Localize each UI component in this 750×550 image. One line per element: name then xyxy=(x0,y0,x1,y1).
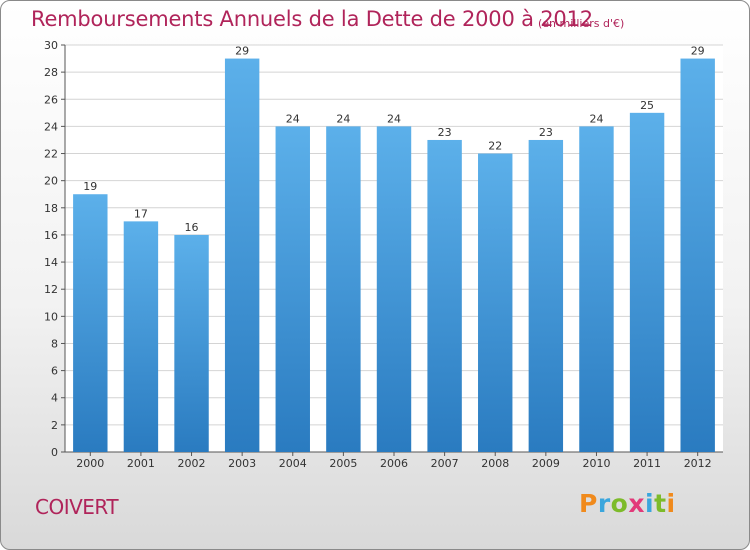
bar-value-label: 22 xyxy=(488,140,502,153)
bar-value-label: 23 xyxy=(438,126,452,139)
x-tick-label: 2012 xyxy=(684,457,712,470)
bar xyxy=(680,58,715,453)
logo-letter: x xyxy=(628,489,645,518)
bar-value-label: 29 xyxy=(691,45,705,58)
chart-subtitle: (en milliers d'€) xyxy=(538,17,625,30)
x-tick-label: 2010 xyxy=(582,457,610,470)
bar-value-label: 24 xyxy=(387,112,401,125)
bar-value-label: 24 xyxy=(336,112,350,125)
bar xyxy=(123,221,159,452)
y-tick-label: 2 xyxy=(51,419,58,432)
logo-letter: P xyxy=(579,489,598,518)
bar xyxy=(579,126,614,453)
y-tick-label: 0 xyxy=(51,446,58,459)
x-tick-label: 2006 xyxy=(380,457,408,470)
logo-letter: o xyxy=(610,489,629,518)
proxiti-logo: Proxiti xyxy=(579,489,676,518)
bar-value-label: 19 xyxy=(83,180,97,193)
bar xyxy=(275,126,310,453)
bar xyxy=(528,139,564,452)
y-tick-label: 22 xyxy=(44,148,58,161)
logo-letter: t xyxy=(654,489,667,518)
bar-value-label: 25 xyxy=(640,99,654,112)
bar xyxy=(376,126,412,453)
bar-value-label: 24 xyxy=(286,112,300,125)
y-tick-label: 10 xyxy=(44,310,58,323)
y-tick-label: 18 xyxy=(44,202,58,215)
bar xyxy=(224,58,260,453)
bar xyxy=(427,139,462,452)
y-tick-label: 6 xyxy=(51,365,58,378)
logo-letter: i xyxy=(645,489,655,518)
y-tick-label: 24 xyxy=(44,120,58,133)
bar xyxy=(73,194,108,452)
x-tick-label: 2007 xyxy=(431,457,459,470)
y-tick-label: 4 xyxy=(51,392,58,405)
y-tick-label: 30 xyxy=(44,39,58,52)
bar-value-label: 24 xyxy=(589,112,603,125)
x-tick-label: 2005 xyxy=(329,457,357,470)
y-tick-label: 26 xyxy=(44,93,58,106)
bar xyxy=(629,112,665,452)
x-tick-label: 2002 xyxy=(178,457,206,470)
logo-letter: r xyxy=(597,489,611,518)
x-tick-label: 2004 xyxy=(279,457,307,470)
bar-value-label: 16 xyxy=(185,221,199,234)
x-tick-label: 2011 xyxy=(633,457,661,470)
logo-letter: i xyxy=(666,489,676,518)
bar-value-label: 17 xyxy=(134,207,148,220)
x-tick-label: 2001 xyxy=(127,457,155,470)
y-tick-label: 16 xyxy=(44,229,58,242)
bar xyxy=(478,153,513,453)
x-tick-label: 2003 xyxy=(228,457,256,470)
y-tick-label: 12 xyxy=(44,283,58,296)
bar xyxy=(174,234,209,452)
y-tick-label: 28 xyxy=(44,66,58,79)
x-tick-label: 2008 xyxy=(481,457,509,470)
bar-value-label: 23 xyxy=(539,126,553,139)
y-tick-label: 14 xyxy=(44,256,58,269)
y-tick-label: 8 xyxy=(51,337,58,350)
x-tick-label: 2000 xyxy=(76,457,104,470)
chart-title: Remboursements Annuels de la Dette de 20… xyxy=(31,7,593,31)
place-name: COIVERT xyxy=(35,495,119,519)
y-tick-label: 20 xyxy=(44,175,58,188)
bar xyxy=(326,126,361,453)
x-tick-label: 2009 xyxy=(532,457,560,470)
bar-value-label: 29 xyxy=(235,45,249,58)
